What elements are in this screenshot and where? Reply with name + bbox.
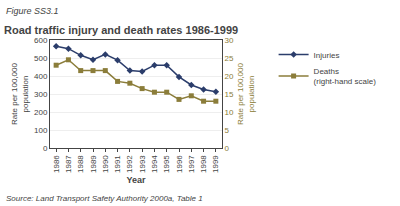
- svg-text:1987: 1987: [64, 155, 73, 173]
- svg-text:1994: 1994: [150, 155, 159, 173]
- svg-text:100: 100: [34, 126, 48, 135]
- svg-text:Figure SS3.1: Figure SS3.1: [6, 6, 59, 16]
- svg-text:400: 400: [34, 72, 48, 81]
- svg-text:1999: 1999: [211, 155, 220, 173]
- svg-text:1991: 1991: [113, 155, 122, 173]
- svg-text:1989: 1989: [89, 155, 98, 173]
- svg-text:20: 20: [225, 72, 234, 81]
- svg-text:30: 30: [225, 36, 234, 45]
- svg-text:Injuries: Injuries: [314, 51, 340, 60]
- svg-text:5: 5: [225, 126, 230, 135]
- svg-text:1995: 1995: [162, 155, 171, 173]
- svg-text:1986: 1986: [52, 155, 61, 173]
- svg-text:500: 500: [34, 54, 48, 63]
- svg-text:1998: 1998: [199, 155, 208, 173]
- svg-text:10: 10: [225, 108, 234, 117]
- svg-text:25: 25: [225, 54, 234, 63]
- svg-text:600: 600: [34, 36, 48, 45]
- svg-text:1988: 1988: [76, 155, 85, 173]
- svg-text:1993: 1993: [138, 155, 147, 173]
- svg-text:0: 0: [43, 144, 48, 153]
- svg-text:1996: 1996: [175, 155, 184, 173]
- svg-text:Rate per 100,000population: Rate per 100,000population: [236, 63, 255, 125]
- svg-text:1992: 1992: [125, 155, 134, 173]
- svg-text:0: 0: [225, 144, 230, 153]
- svg-text:1990: 1990: [101, 155, 110, 173]
- svg-text:Year: Year: [126, 175, 146, 185]
- svg-text:Rate per 100,000population: Rate per 100,000population: [10, 63, 29, 125]
- svg-text:1997: 1997: [187, 155, 196, 173]
- svg-text:Deaths(right-hand scale): Deaths(right-hand scale): [314, 67, 377, 86]
- svg-text:200: 200: [34, 108, 48, 117]
- svg-text:Source: Land Transport Safety: Source: Land Transport Safety Authority …: [6, 194, 203, 203]
- svg-text:15: 15: [225, 90, 234, 99]
- svg-text:Road traffic injury and death: Road traffic injury and death rates 1986…: [4, 24, 238, 36]
- svg-text:300: 300: [34, 90, 48, 99]
